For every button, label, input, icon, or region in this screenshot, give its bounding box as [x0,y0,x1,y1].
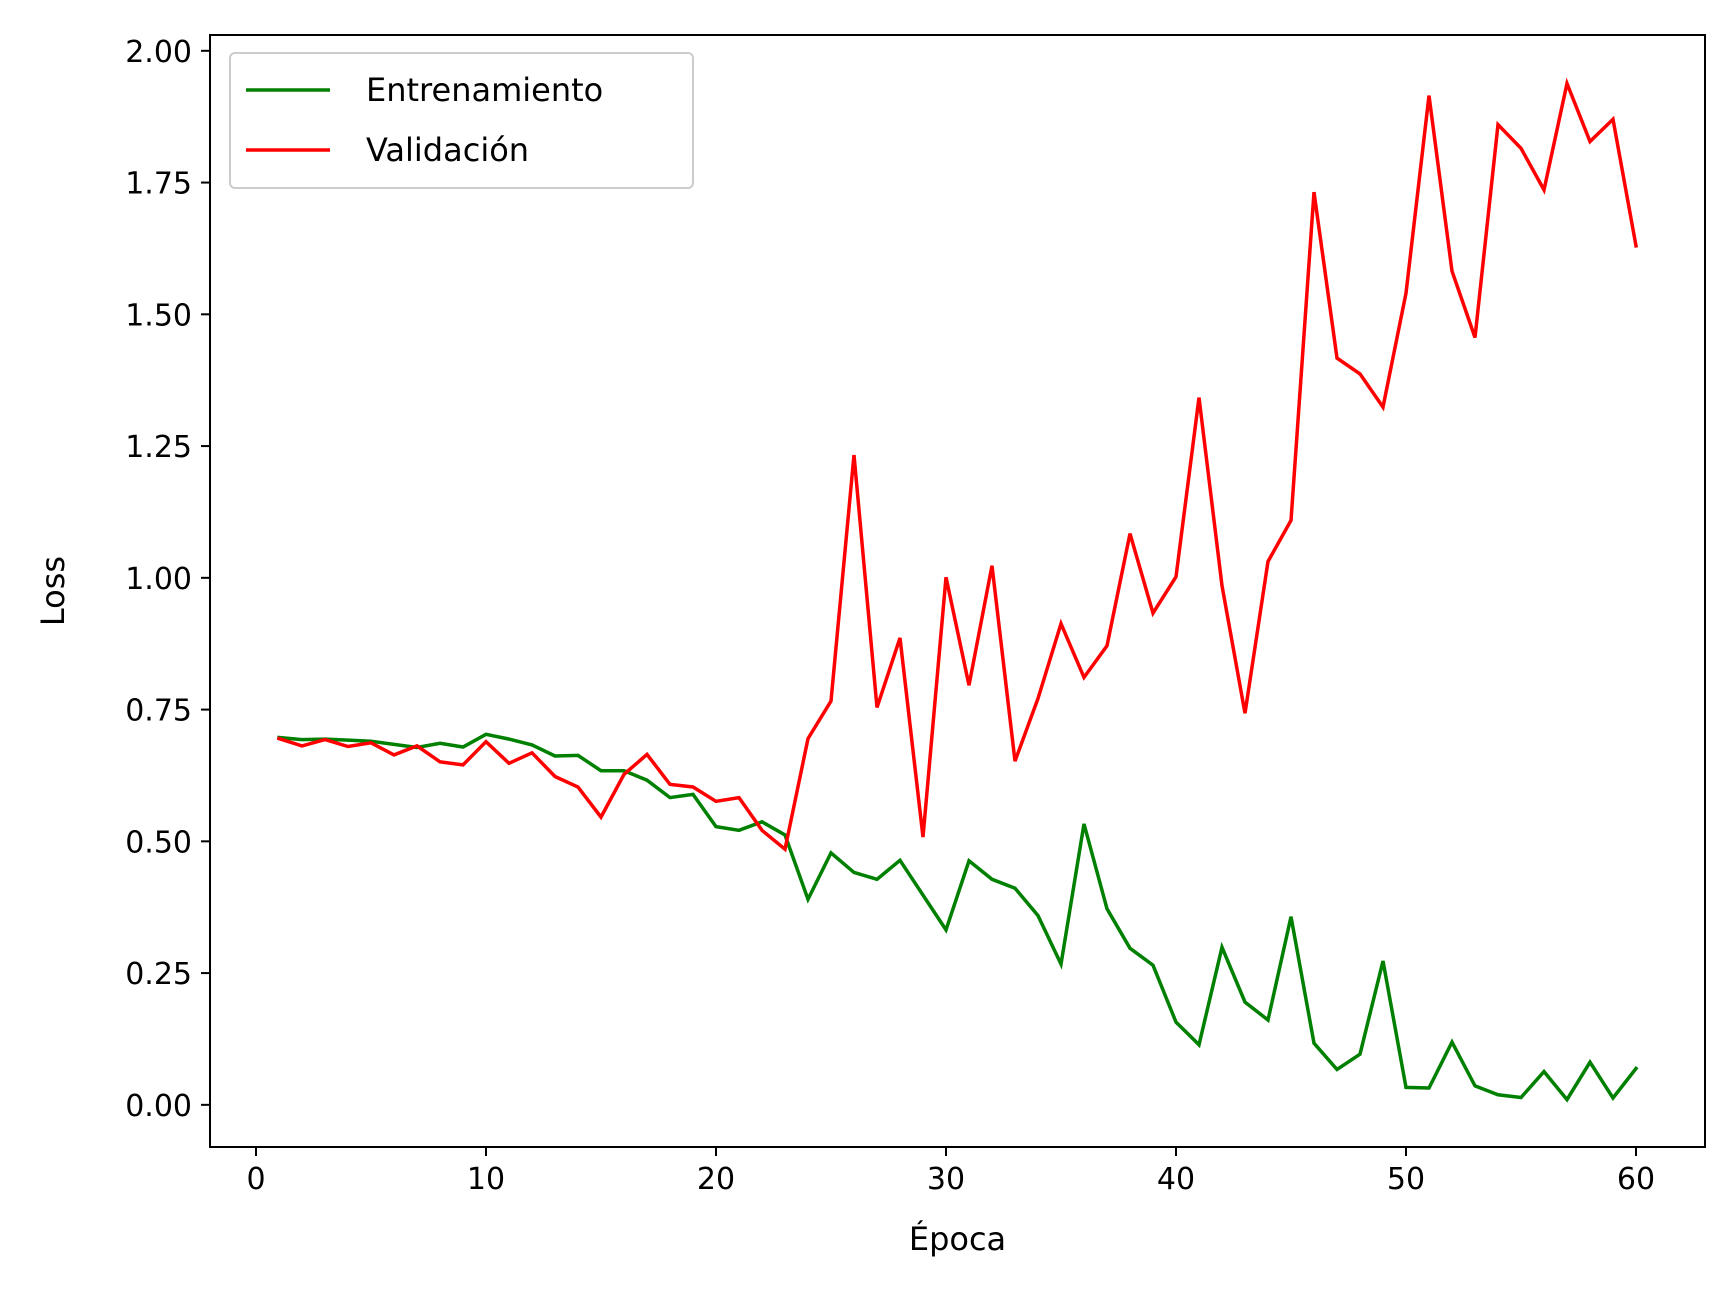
legend-label-validacion: Validación [366,131,529,169]
plot-frame [209,34,1706,1148]
y-axis-title: Loss [34,556,72,626]
y-tick-label: 0.25 [125,957,192,992]
x-tick-label: 20 [697,1162,735,1197]
y-tick-label: 2.00 [125,35,192,70]
x-tick-label: 30 [927,1162,965,1197]
y-tick-label: 1.25 [125,430,192,465]
x-axis: 0 10 20 30 40 50 60 [246,1147,1655,1197]
x-axis-title: Época [909,1220,1006,1258]
y-tick-label: 1.50 [125,298,192,333]
y-tick-label: 0.50 [125,825,192,860]
y-tick-label: 1.00 [125,562,192,597]
y-axis: 0.00 0.25 0.50 0.75 1.00 1.25 1.50 1.75 2.00 [125,35,210,1124]
legend-box [229,52,694,189]
series-line-entrenamiento [277,732,1639,1103]
x-tick-label: 10 [467,1162,505,1197]
series-line-validacion [276,77,1639,853]
y-tick-label: 0.00 [125,1089,192,1124]
x-tick-label: 60 [1617,1162,1655,1197]
x-tick-label: 40 [1157,1162,1195,1197]
y-tick-label: 0.75 [125,694,192,729]
legend-label-entrenamiento: Entrenamiento [366,71,603,109]
x-tick-label: 0 [246,1162,265,1197]
series-layer [276,77,1639,1103]
x-tick-label: 50 [1387,1162,1425,1197]
legend: Entrenamiento Validación [229,52,694,189]
y-tick-label: 1.75 [125,167,192,202]
